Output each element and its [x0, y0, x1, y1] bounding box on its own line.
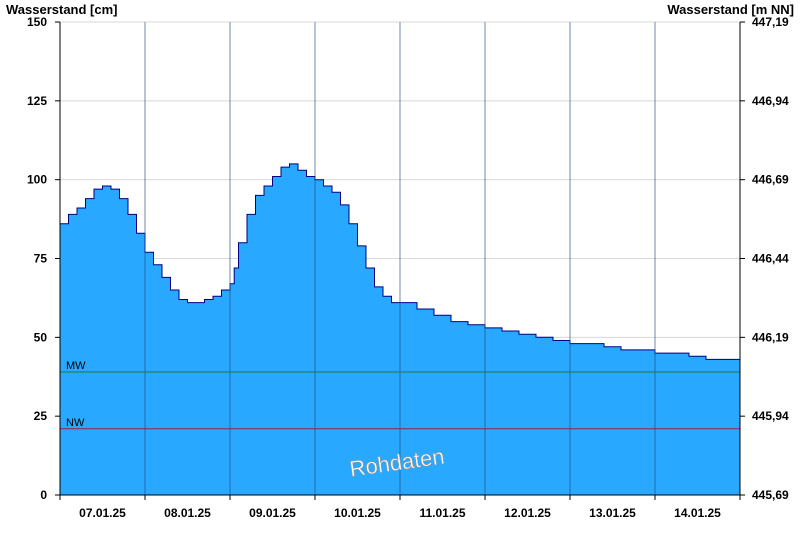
left-axis-title: Wasserstand [cm]: [6, 2, 118, 17]
left-tick-label: 50: [34, 330, 48, 344]
x-tick-label: 14.01.25: [674, 506, 721, 520]
axes: [55, 21, 745, 500]
right-tick-label: 447,19: [752, 15, 789, 29]
right-tick-label: 446,44: [752, 252, 789, 266]
left-tick-label: 100: [27, 173, 47, 187]
right-tick-label: 446,19: [752, 330, 789, 344]
x-tick-label: 13.01.25: [589, 506, 636, 520]
x-tick-label: 08.01.25: [164, 506, 211, 520]
left-tick-label: 75: [34, 252, 48, 266]
right-tick-label: 446,94: [752, 94, 789, 108]
x-tick-label: 12.01.25: [504, 506, 551, 520]
x-tick-label: 11.01.25: [419, 506, 465, 520]
ref-label-mw: MW: [66, 360, 86, 372]
left-tick-label: 150: [27, 15, 47, 29]
left-tick-label: 25: [34, 409, 48, 423]
right-tick-label: 446,69: [752, 173, 789, 187]
right-axis-title: Wasserstand [m NN]: [667, 2, 794, 17]
right-tick-label: 445,94: [752, 409, 789, 423]
left-tick-label: 0: [40, 488, 47, 502]
x-tick-label: 09.01.25: [249, 506, 296, 520]
ref-label-nw: NW: [66, 417, 85, 429]
vertical-grid: [144, 22, 656, 495]
tick-labels: 0 445,69 25 445,94 50 446,19 75 446,44 100 446,69…: [27, 15, 789, 520]
x-tick-label: 07.01.25: [79, 506, 126, 520]
left-tick-label: 125: [27, 94, 47, 108]
right-tick-label: 445,69: [752, 488, 789, 502]
reference-lines: MW NW: [60, 360, 740, 430]
x-tick-label: 10.01.25: [334, 506, 381, 520]
